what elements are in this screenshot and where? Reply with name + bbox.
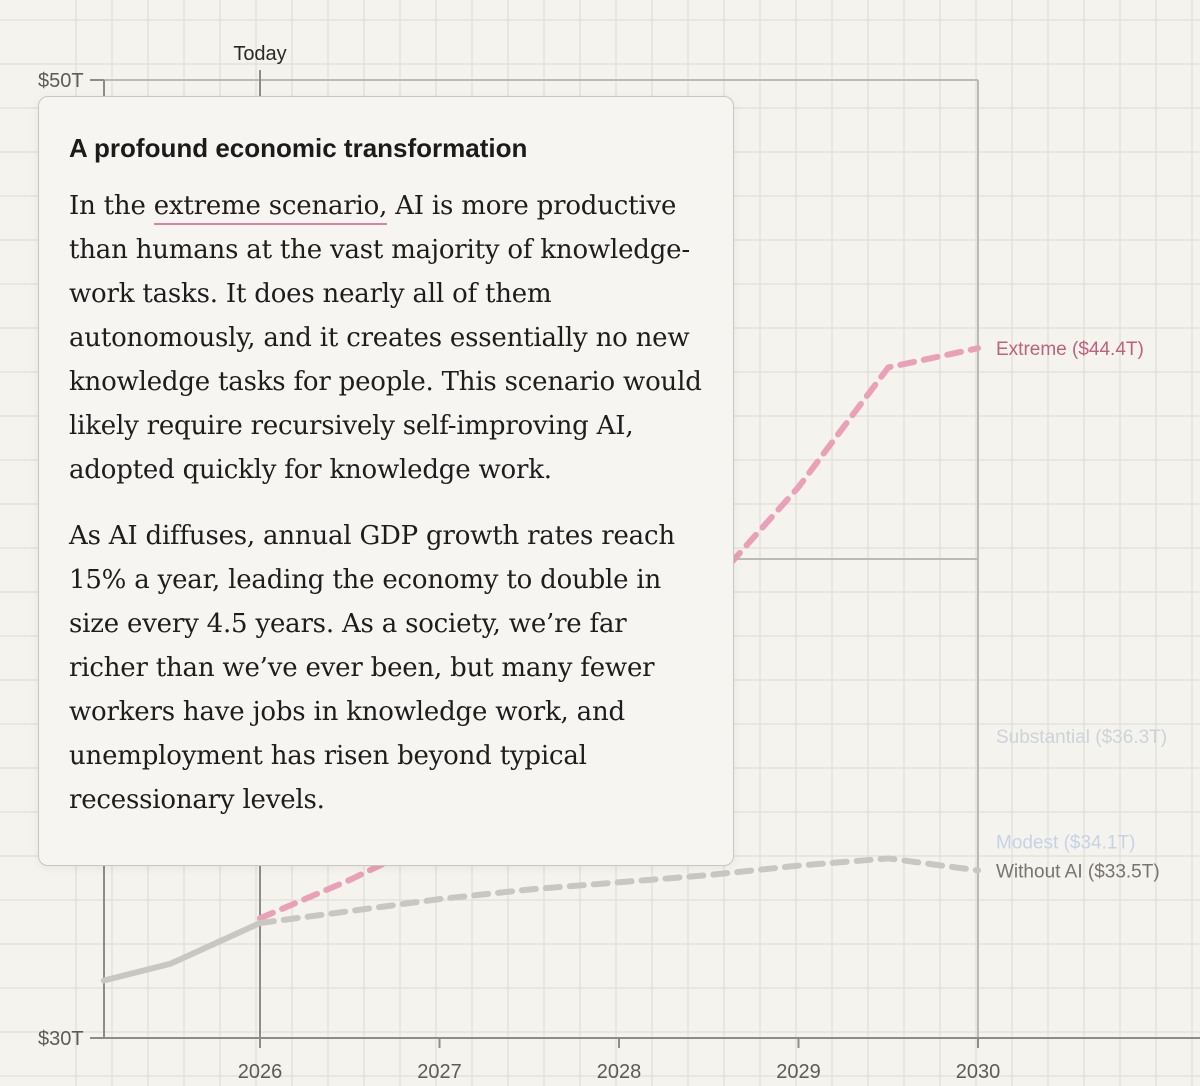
x-tick-label: 2027 — [417, 1061, 462, 1083]
tooltip-title: A profound economic transformation — [69, 133, 528, 163]
series-labels: Extreme ($44.4T) Substantial ($36.3T) Mode… — [996, 339, 1167, 882]
series-label: Modest ($34.1T) — [996, 833, 1135, 854]
history-line — [100, 920, 263, 984]
series-label: Without AI ($33.5T) — [996, 861, 1160, 882]
tooltip-p1-rest: AI is more productive than humans at the… — [69, 191, 702, 485]
x-tick-label: 2029 — [776, 1061, 821, 1083]
tooltip-paragraph-2: As AI diffuses, annual GDP growth rates … — [69, 521, 675, 815]
x-tick-label: 2026 — [238, 1061, 283, 1083]
x-tick-label: 2030 — [956, 1061, 1001, 1083]
tooltip-paragraph-1: In the extreme scenario, AI is more prod… — [69, 184, 705, 492]
series-label: Substantial ($36.3T) — [996, 727, 1167, 748]
x-axis: 2026 2027 2028 2029 2030 — [104, 1037, 1200, 1083]
x-tick-label: 2028 — [597, 1061, 642, 1083]
extreme-scenario-link[interactable]: extreme scenario, — [153, 191, 387, 225]
series-line — [257, 855, 981, 926]
series-label: Extreme ($44.4T) — [996, 339, 1144, 360]
y-tick-label: $50T — [38, 70, 84, 92]
y-tick-label: $30T — [38, 1028, 84, 1050]
today-label: Today — [233, 43, 286, 65]
tooltip-p1-lead: In the — [69, 191, 154, 221]
scenario-tooltip: A profound economic transformation In th… — [38, 96, 734, 866]
